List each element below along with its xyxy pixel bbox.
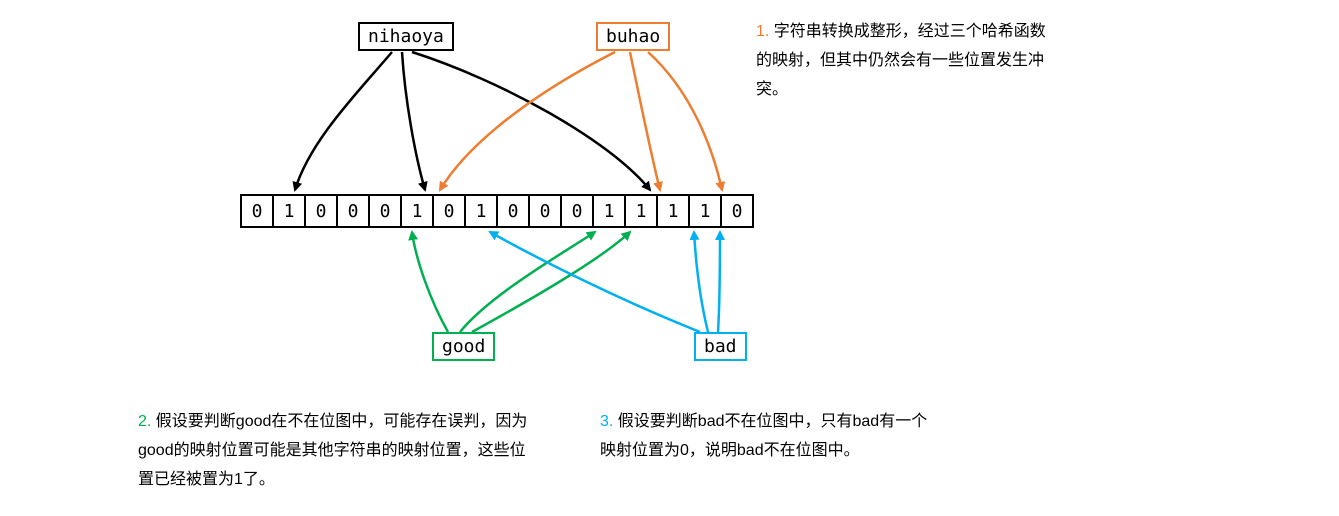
note-number: 1. bbox=[756, 23, 769, 40]
hash-arrow bbox=[648, 52, 722, 190]
hash-arrow bbox=[440, 52, 615, 190]
hash-arrow bbox=[472, 232, 630, 332]
hash-arrow bbox=[490, 232, 700, 332]
note-number: 2. bbox=[138, 413, 151, 430]
query-box-bad: bad bbox=[694, 332, 747, 361]
bit-cell: 1 bbox=[656, 194, 690, 228]
bit-cell: 0 bbox=[240, 194, 274, 228]
note-1: 1. 字符串转换成整形，经过三个哈希函数的映射，但其中仍然会有一些位置发生冲突。 bbox=[756, 18, 1056, 104]
input-label: buhao bbox=[606, 26, 660, 47]
input-box-buhao: buhao bbox=[596, 22, 670, 51]
query-label: good bbox=[442, 336, 485, 357]
hash-arrow bbox=[718, 232, 720, 332]
note-3: 3. 假设要判断bad不在位图中，只有bad有一个映射位置为0，说明bad不在位… bbox=[600, 408, 930, 466]
note-2: 2. 假设要判断good在不在位图中，可能存在误判，因为good的映射位置可能是… bbox=[138, 408, 538, 494]
hash-arrow bbox=[412, 52, 650, 190]
bit-cell: 0 bbox=[304, 194, 338, 228]
query-label: bad bbox=[704, 336, 737, 357]
bit-cell: 1 bbox=[464, 194, 498, 228]
bit-cell: 0 bbox=[560, 194, 594, 228]
bit-cell: 1 bbox=[592, 194, 626, 228]
hash-arrow bbox=[412, 232, 448, 332]
bit-cell: 1 bbox=[272, 194, 306, 228]
input-label: nihaoya bbox=[368, 26, 444, 47]
bit-cell: 0 bbox=[336, 194, 370, 228]
note-text: 字符串转换成整形，经过三个哈希函数的映射，但其中仍然会有一些位置发生冲突。 bbox=[756, 23, 1046, 98]
bit-cell: 1 bbox=[688, 194, 722, 228]
hash-arrow bbox=[630, 52, 660, 190]
hash-arrow bbox=[460, 232, 595, 332]
bit-cell: 1 bbox=[400, 194, 434, 228]
bit-cell: 0 bbox=[496, 194, 530, 228]
hash-arrow bbox=[402, 52, 425, 190]
input-box-nihaoya: nihaoya bbox=[358, 22, 454, 51]
note-text: 假设要判断good在不在位图中，可能存在误判，因为good的映射位置可能是其他字… bbox=[138, 413, 527, 488]
hash-arrow bbox=[295, 52, 392, 190]
bit-cell: 1 bbox=[624, 194, 658, 228]
bit-array: 0100010100011110 bbox=[240, 194, 754, 228]
bit-cell: 0 bbox=[432, 194, 466, 228]
hash-arrow bbox=[694, 232, 708, 332]
bit-cell: 0 bbox=[368, 194, 402, 228]
bit-cell: 0 bbox=[528, 194, 562, 228]
query-box-good: good bbox=[432, 332, 495, 361]
note-text: 假设要判断bad不在位图中，只有bad有一个映射位置为0，说明bad不在位图中。 bbox=[600, 413, 927, 459]
bit-cell: 0 bbox=[720, 194, 754, 228]
note-number: 3. bbox=[600, 413, 613, 430]
